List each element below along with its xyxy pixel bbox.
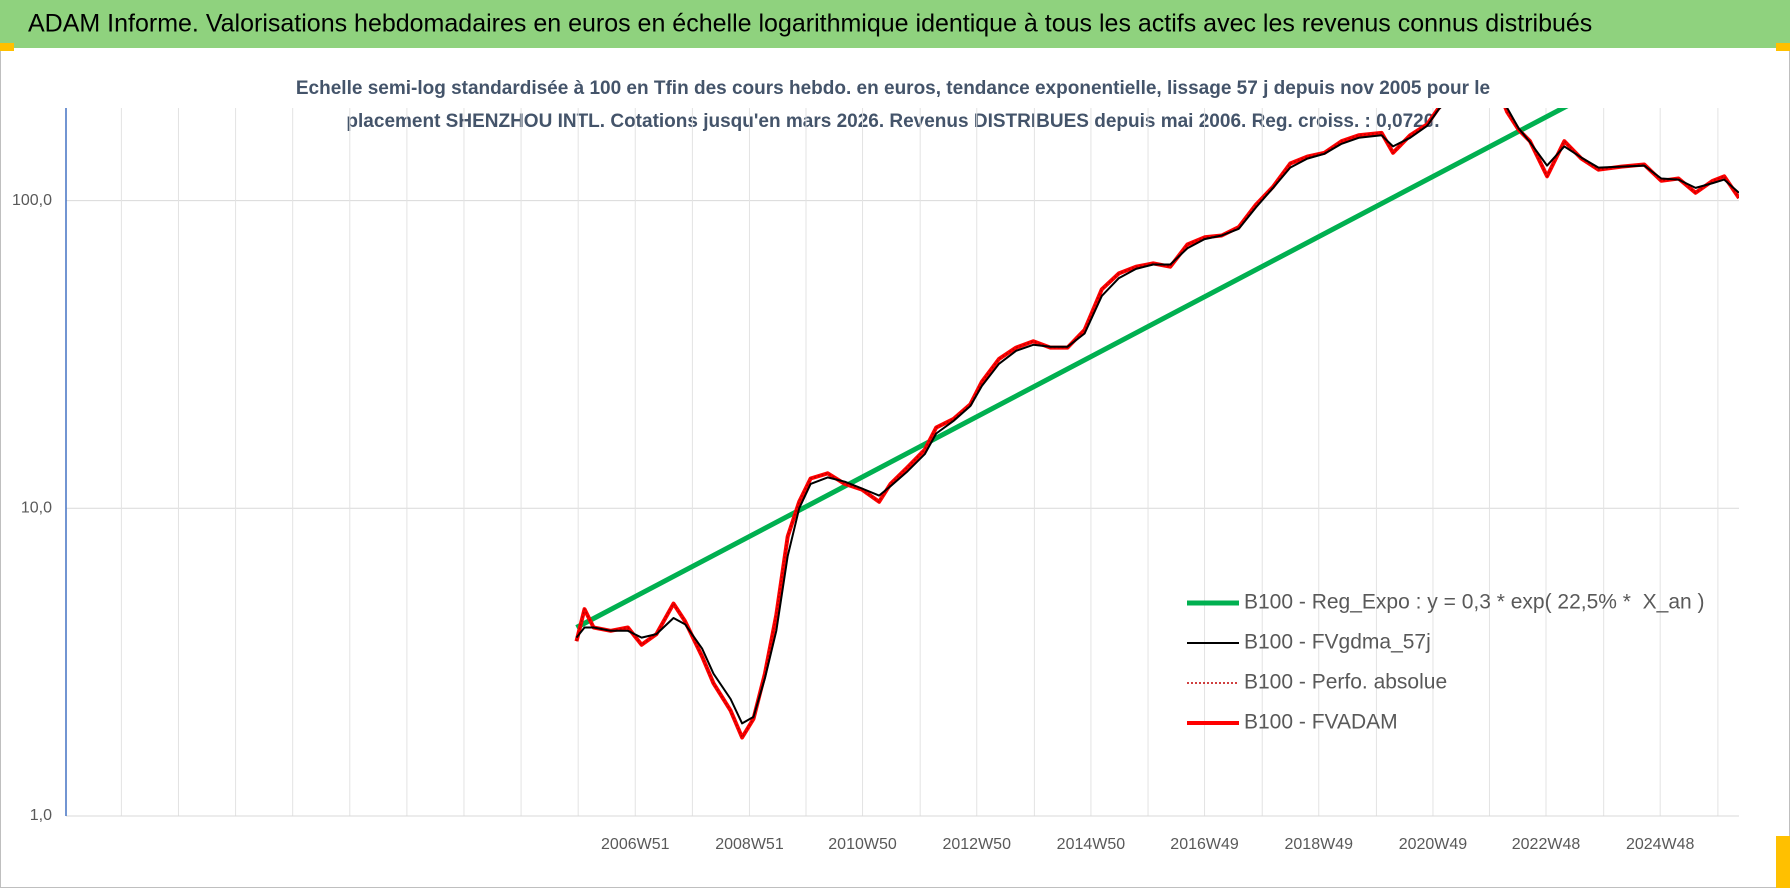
x-tick-label: 2012W50 (942, 836, 1011, 853)
x-tick-label: 2008W51 (715, 836, 784, 853)
chart-subtitle: Echelle semi-log standardisée à 100 en T… (296, 78, 1490, 99)
legend-label: B100 - Perfo. absolue (1244, 671, 1447, 694)
series-line (575, 108, 1569, 630)
chart-area (14, 51, 1776, 887)
title-bar (0, 0, 1790, 48)
corner (1776, 43, 1790, 51)
y-tick-label: 100,0 (12, 192, 52, 209)
x-tick-label: 2010W50 (828, 836, 897, 853)
x-tick-label: 2024W48 (1626, 836, 1695, 853)
x-tick-label: 2006W51 (601, 836, 670, 853)
x-tick-label: 2018W49 (1285, 836, 1354, 853)
chart-subtitle: placement SHENZHOU INTL. Cotations jusqu… (346, 111, 1439, 132)
grid: 1,0 10,0 100,0 2006W51 2008W51 2010W50 2012W50… (12, 108, 1739, 853)
chart-title: ADAM Informe. Valorisations hebdomadaire… (28, 10, 1592, 38)
x-tick-label: 2022W48 (1512, 836, 1581, 853)
corner (0, 43, 14, 51)
series-line (575, 108, 1739, 725)
plot (574, 108, 1739, 740)
legend-label: B100 - Reg_Expo : y = 0,3 * exp( 22,5% *… (1244, 591, 1705, 614)
legend-label: B100 - FVADAM (1244, 711, 1398, 734)
x-tick-label: 2014W50 (1057, 836, 1126, 853)
y-tick-label: 1,0 (30, 807, 52, 824)
legend-label: B100 - FVgdma_57j (1244, 631, 1431, 654)
corner (1776, 836, 1790, 888)
x-tick-label: 2020W49 (1399, 836, 1468, 853)
x-tick-label: 2016W49 (1170, 836, 1239, 853)
y-tick-label: 10,0 (21, 500, 52, 517)
legend: B100 - Reg_Expo : y = 0,3 * exp( 22,5% *… (1187, 591, 1705, 734)
